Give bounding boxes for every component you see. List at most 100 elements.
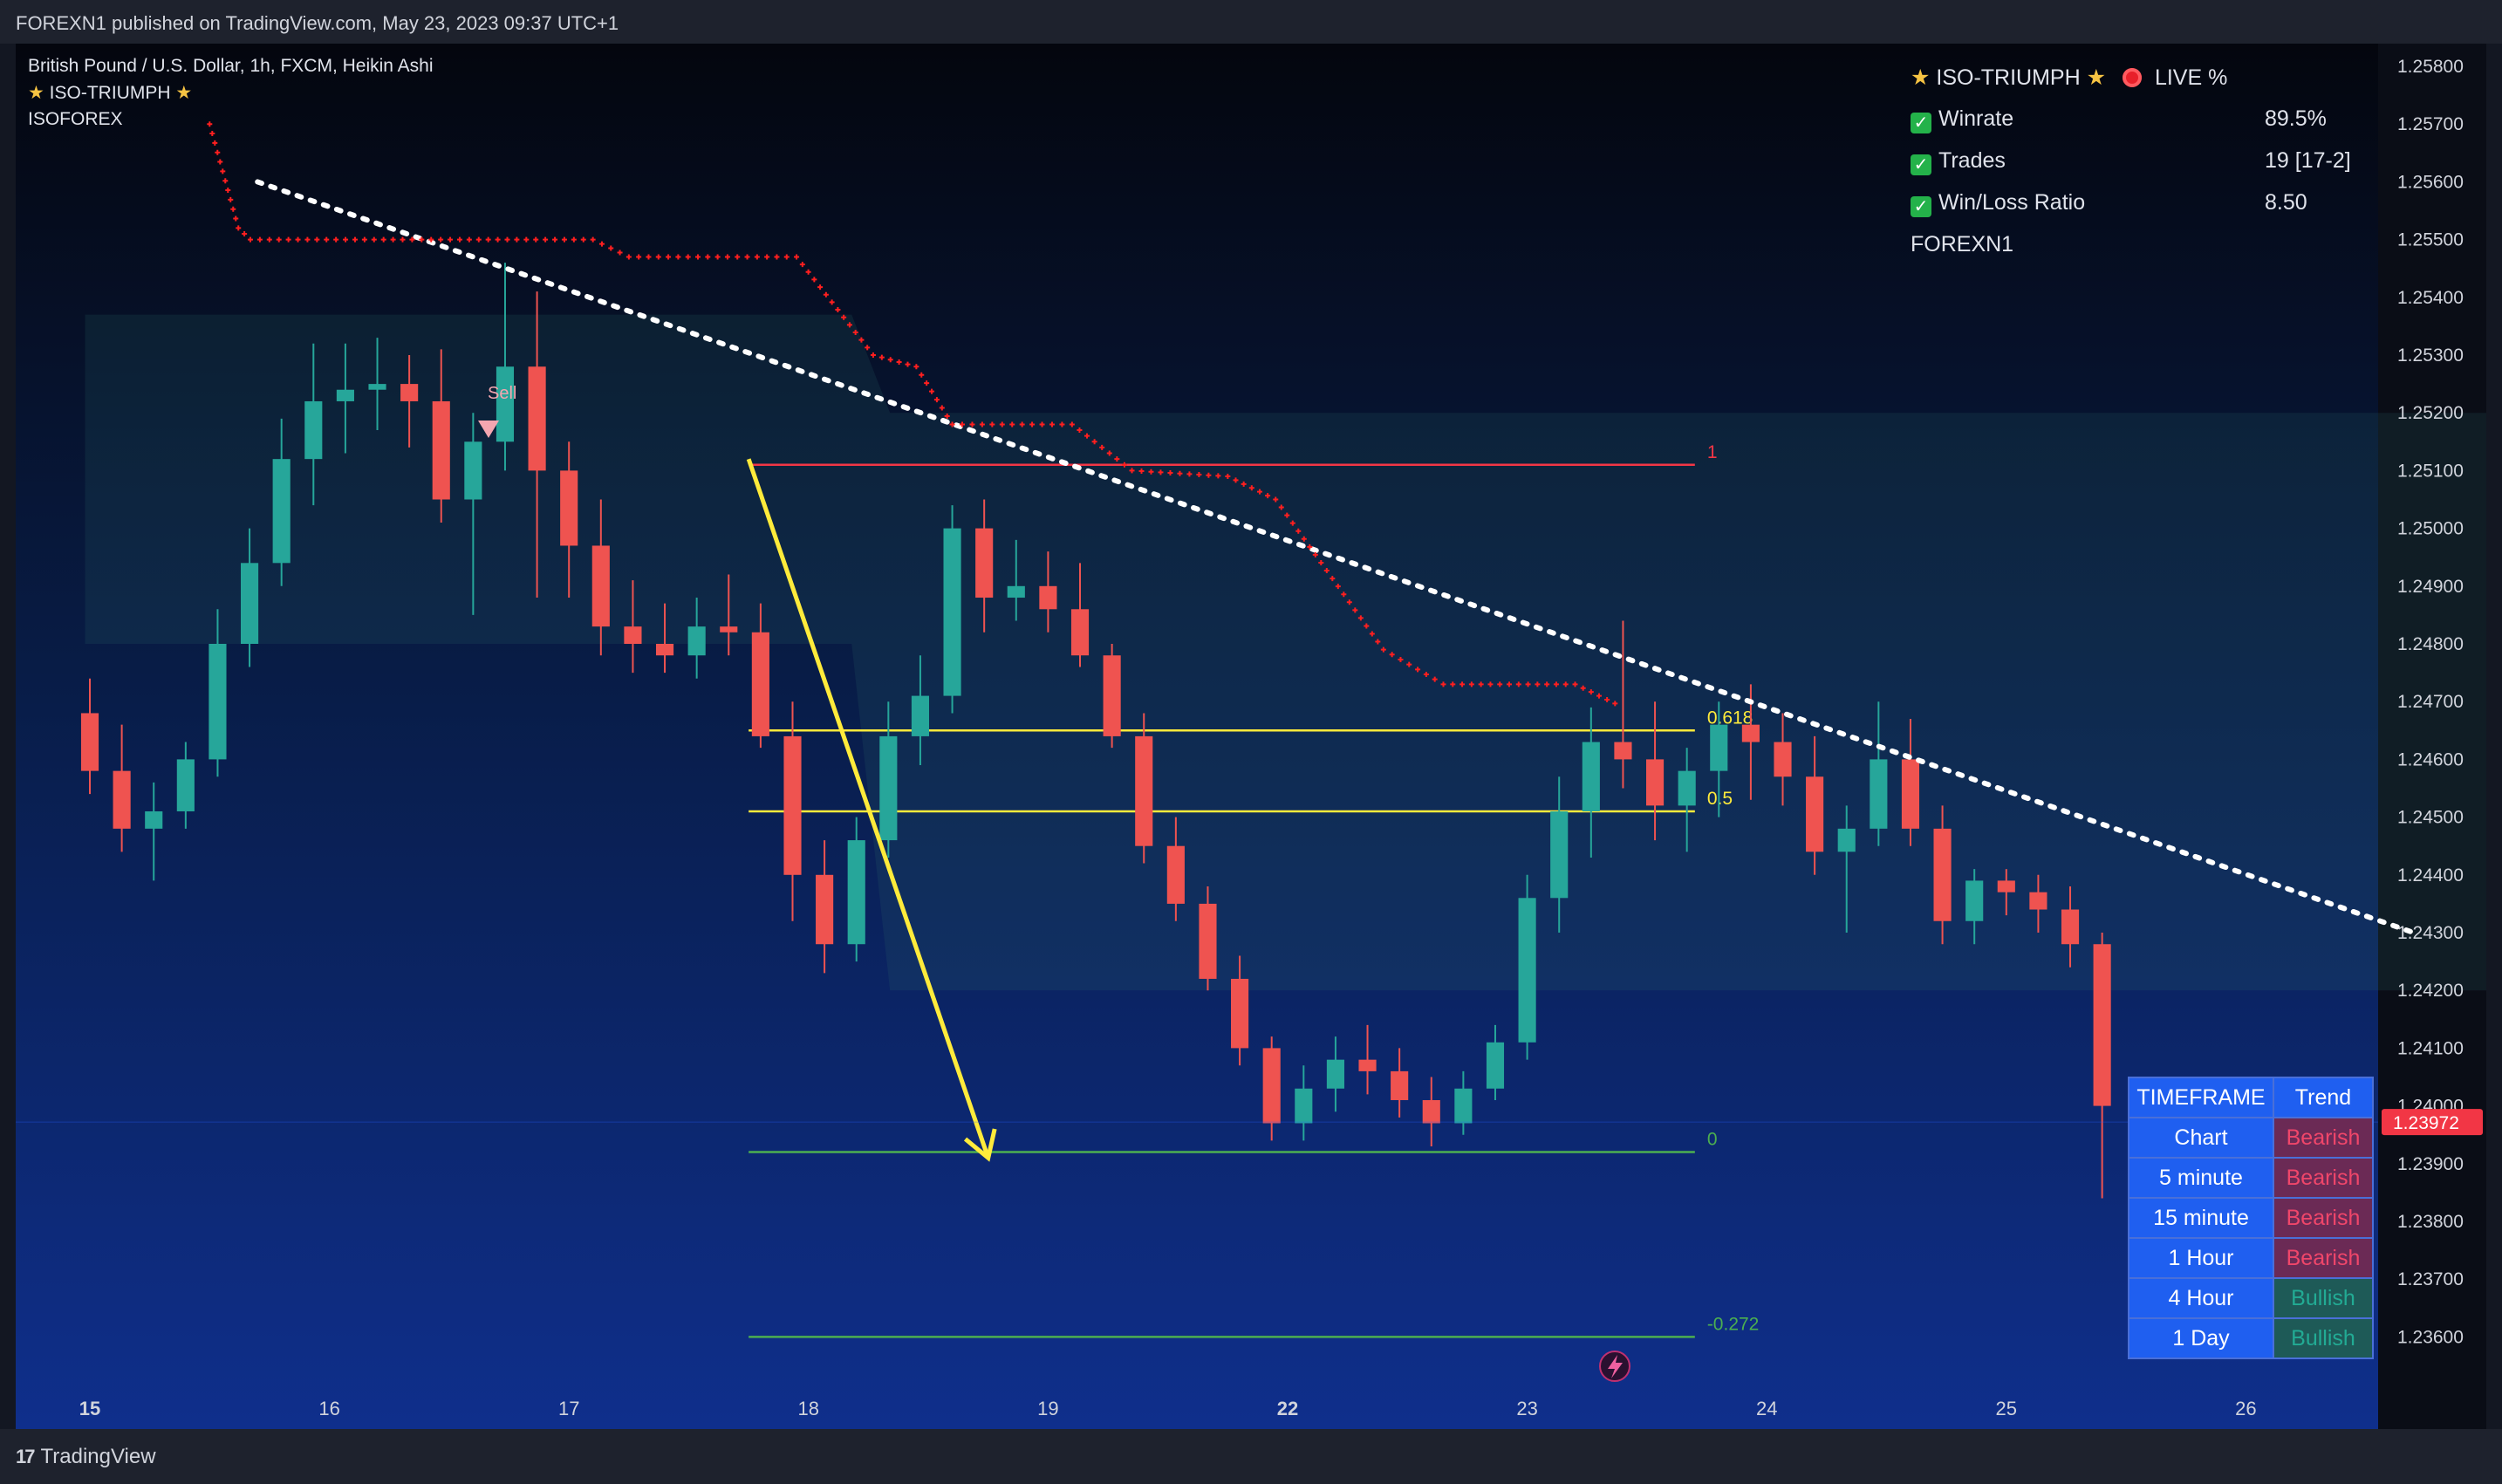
tradingview-brand[interactable]: 17 TradingView: [16, 1445, 156, 1469]
price-tick-label: 1.25500: [2397, 230, 2464, 250]
trailing-stop-mark: [714, 254, 721, 260]
trailing-stop-mark: [1588, 689, 1594, 695]
trailing-stop-mark: [1572, 681, 1578, 687]
candle-body: [113, 770, 131, 829]
trailing-stop-mark: [1341, 592, 1347, 598]
trailing-stop-mark: [1256, 489, 1262, 495]
trailing-stop-mark: [230, 206, 236, 212]
trailing-stop-mark: [352, 236, 358, 243]
price-tick-label: 1.24300: [2397, 923, 2464, 943]
candle-body: [751, 632, 769, 736]
symbol-title: British Pound / U.S. Dollar, 1h, FXCM, H…: [28, 56, 434, 76]
candle-body: [624, 626, 642, 644]
candle-body: [432, 400, 450, 500]
candle-body: [1295, 1088, 1313, 1124]
chart-area[interactable]: 1 0.618 0.5 0 -0.272 1.25800 1.25700 1.25600 1.…: [16, 44, 2500, 1429]
trailing-stop-mark: [215, 149, 221, 155]
candle-body: [911, 695, 930, 736]
candle-body: [1422, 1099, 1440, 1124]
candle-body: [240, 563, 259, 644]
time-tick-label: 16: [318, 1398, 339, 1419]
trailing-stop-mark: [1121, 462, 1127, 468]
candle-body: [1870, 759, 1888, 829]
candle-body: [1582, 742, 1600, 811]
stats-title-row: ★ ISO-TRIUMPH ★ LIVE %: [1911, 65, 2227, 91]
trailing-stop-mark: [1389, 652, 1395, 658]
trailing-stop-mark: [999, 421, 1005, 427]
trailing-stop-mark: [495, 236, 501, 243]
trailing-stop-mark: [485, 236, 491, 243]
candle-body: [1391, 1070, 1409, 1100]
price-tick-label: 1.23800: [2397, 1212, 2464, 1232]
trailing-stop-mark: [217, 159, 223, 165]
trailing-stop-mark: [1148, 468, 1154, 475]
trailing-stop-mark: [1295, 528, 1302, 534]
candle-body: [975, 528, 994, 598]
candle-body: [1837, 828, 1856, 852]
time-tick-label: 22: [1277, 1398, 1298, 1419]
candle-body: [687, 626, 706, 656]
trailing-stop-mark: [1278, 504, 1284, 510]
trailing-stop-mark: [896, 359, 902, 365]
candle-body: [1231, 978, 1249, 1049]
trend-cell: Bearish: [2273, 1237, 2374, 1279]
axes-layer: 1.25800 1.25700 1.25600 1.25500 1.25400 1.253…: [16, 57, 2483, 1419]
trailing-stop-mark: [1177, 470, 1183, 476]
candle-body: [176, 759, 195, 811]
candle-body: [1741, 724, 1760, 742]
timeframe-cell: 1 Hour: [2128, 1237, 2274, 1279]
price-tick-label: 1.23600: [2397, 1327, 2464, 1347]
trailing-stop-mark: [1604, 696, 1610, 702]
trailing-stop-mark: [754, 254, 760, 260]
trailing-stop-mark: [448, 236, 454, 243]
trailing-stop-mark: [256, 236, 263, 243]
trailing-stop-mark: [333, 236, 339, 243]
trailing-stop-mark: [694, 254, 701, 260]
price-tick-label: 1.24400: [2397, 865, 2464, 886]
trailing-stop-mark: [1460, 681, 1466, 687]
price-tick-label: 1.25600: [2397, 172, 2464, 192]
candle-body: [1199, 903, 1217, 979]
trailing-stop-mark: [428, 236, 434, 243]
trailing-stop-mark: [1069, 421, 1075, 427]
trailing-stop-mark: [1129, 468, 1135, 474]
candle-body: [591, 545, 610, 627]
lightning-icon[interactable]: [1599, 1351, 1630, 1382]
candle-body: [1965, 880, 1984, 921]
indicator-name: ISO-TRIUMPH: [49, 83, 171, 103]
trailing-stop-mark: [504, 236, 510, 243]
trailing-stop-mark: [228, 196, 234, 202]
trailing-stop-mark: [939, 405, 945, 411]
timeframe-cell: 5 minute: [2128, 1157, 2274, 1199]
time-tick-label: 19: [1037, 1398, 1058, 1419]
trailing-stop-mark: [1241, 481, 1247, 487]
candle-body: [1933, 828, 1952, 921]
time-tick-label: 23: [1516, 1398, 1537, 1419]
trailing-stop-mark: [1049, 421, 1055, 427]
price-tick-label: 1.25000: [2397, 519, 2464, 539]
price-tick-label: 1.24700: [2397, 692, 2464, 712]
trailing-stop-mark: [371, 236, 377, 243]
stats-row-trades: ✓ Trades: [1911, 148, 2006, 175]
candle-body: [1039, 585, 1057, 610]
trailing-stop-mark: [949, 421, 955, 427]
trailing-stop-mark: [1273, 496, 1279, 503]
trailing-stop-mark: [561, 236, 567, 243]
tradingview-logo-icon: 17: [16, 1446, 36, 1467]
trailing-stop-mark: [1553, 681, 1559, 687]
fib-level-label: 0: [1707, 1130, 1718, 1150]
candle-body: [1007, 585, 1025, 598]
candle-body: [1997, 880, 2015, 892]
stats-value: 19 [17-2]: [2265, 148, 2351, 173]
stats-title: ISO-TRIUMPH: [1936, 65, 2081, 90]
trailing-stop-mark: [878, 354, 885, 360]
arrow-head-icon: [963, 1128, 997, 1162]
candle-body: [783, 735, 802, 875]
candle-body: [879, 735, 898, 841]
stats-label: Trades: [1938, 148, 2006, 173]
candle-body: [655, 644, 674, 656]
trailing-stop-mark: [456, 236, 462, 243]
stats-value: 89.5%: [2265, 106, 2327, 131]
author-label: ISOFOREX: [28, 109, 123, 129]
